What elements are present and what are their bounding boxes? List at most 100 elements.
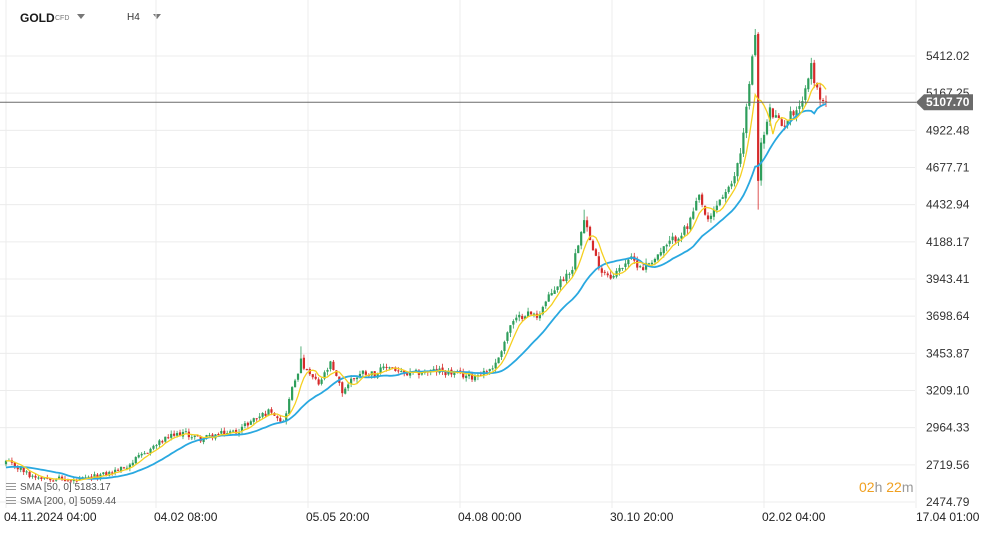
candle xyxy=(72,477,75,485)
candle xyxy=(612,274,615,279)
candle-body xyxy=(173,433,176,436)
candle xyxy=(739,148,742,168)
candle xyxy=(352,377,356,382)
candle xyxy=(627,258,630,268)
legend-sma-50-label: SMA [50, 0] xyxy=(20,482,72,493)
candle-body xyxy=(22,467,25,473)
candle xyxy=(547,291,550,302)
candle-body xyxy=(326,369,329,372)
countdown-minutes-unit: m xyxy=(901,479,914,495)
candle-body xyxy=(355,377,359,380)
candle-body xyxy=(585,220,589,228)
candle-body xyxy=(72,479,75,482)
candle-body xyxy=(603,271,606,273)
candle xyxy=(718,199,721,207)
candle xyxy=(111,470,114,476)
chart-toolbar: GOLD CFD H4 xyxy=(0,0,300,34)
candle-body xyxy=(783,125,786,127)
candle xyxy=(155,444,158,449)
candle xyxy=(580,230,583,250)
timeframe-dropdown-icon[interactable] xyxy=(153,14,161,19)
candle xyxy=(417,369,421,379)
candle-body xyxy=(234,430,238,434)
candle-body xyxy=(87,476,90,478)
candle xyxy=(509,325,512,338)
candle-body xyxy=(31,475,34,477)
candle xyxy=(52,479,55,482)
candle xyxy=(137,452,140,459)
candle xyxy=(665,243,668,252)
candle xyxy=(792,109,795,117)
candle xyxy=(234,428,238,435)
candle xyxy=(350,375,353,388)
candle xyxy=(60,475,64,481)
candle-body xyxy=(279,418,282,422)
candle-body xyxy=(140,453,143,456)
candle xyxy=(630,253,633,261)
candle-body xyxy=(441,367,444,372)
candle-body xyxy=(609,274,612,279)
candle xyxy=(556,286,559,293)
candle-body xyxy=(642,267,645,271)
candle-body xyxy=(299,358,303,374)
legend-sma-200[interactable]: SMA [200, 0] 5059.44 xyxy=(6,496,116,507)
candle xyxy=(341,381,344,397)
candle xyxy=(762,131,766,149)
y-tick-label: 5412.02 xyxy=(926,49,970,63)
candle-body xyxy=(550,293,553,296)
candle xyxy=(323,370,326,381)
candle xyxy=(314,373,317,381)
candle xyxy=(308,367,311,377)
candle-body xyxy=(594,249,598,256)
y-tick-label: 2719.56 xyxy=(926,458,970,472)
symbol-name[interactable]: GOLD xyxy=(20,11,55,25)
candle-body xyxy=(786,120,789,126)
candle xyxy=(184,428,188,433)
candle xyxy=(771,107,775,119)
candle xyxy=(813,59,816,89)
candle xyxy=(462,368,465,380)
candle xyxy=(293,378,297,388)
candle xyxy=(724,189,727,204)
candle-body xyxy=(69,480,72,482)
candle-body xyxy=(467,373,471,377)
candle-body xyxy=(500,351,503,357)
candle-body xyxy=(804,88,807,100)
candle-body xyxy=(420,373,423,375)
candle xyxy=(173,430,176,437)
candle xyxy=(22,466,25,475)
candle-body xyxy=(647,263,651,265)
candle-body xyxy=(674,236,677,242)
candle-body xyxy=(52,480,55,482)
candle-body xyxy=(792,111,795,116)
candle-body xyxy=(748,83,751,106)
legend-sma-200-value: 5059.44 xyxy=(80,496,117,507)
legend-sma-50[interactable]: SMA [50, 0] 5183.17 xyxy=(6,482,111,493)
candle-body xyxy=(639,266,642,268)
candle xyxy=(167,434,170,440)
timeframe-selector[interactable]: H4 xyxy=(127,12,140,23)
candle-body xyxy=(341,382,344,394)
candle-body xyxy=(16,467,19,470)
candle xyxy=(721,194,724,199)
countdown-hours: 02 xyxy=(859,479,875,495)
candle-body xyxy=(28,471,31,478)
candle xyxy=(193,435,196,440)
candle xyxy=(311,374,314,380)
candle xyxy=(240,424,244,435)
candle xyxy=(506,331,509,344)
candle xyxy=(140,452,143,458)
candle xyxy=(591,239,595,251)
candle xyxy=(276,415,279,422)
candle-body xyxy=(780,119,783,126)
candle-body xyxy=(352,378,356,380)
candle-body xyxy=(565,273,568,282)
candle-body xyxy=(547,294,550,302)
candle xyxy=(512,319,515,329)
candle-body xyxy=(538,313,541,319)
candle xyxy=(146,452,149,454)
symbol-dropdown-icon[interactable] xyxy=(77,14,85,19)
candle-body xyxy=(768,107,772,122)
candle xyxy=(4,459,8,467)
